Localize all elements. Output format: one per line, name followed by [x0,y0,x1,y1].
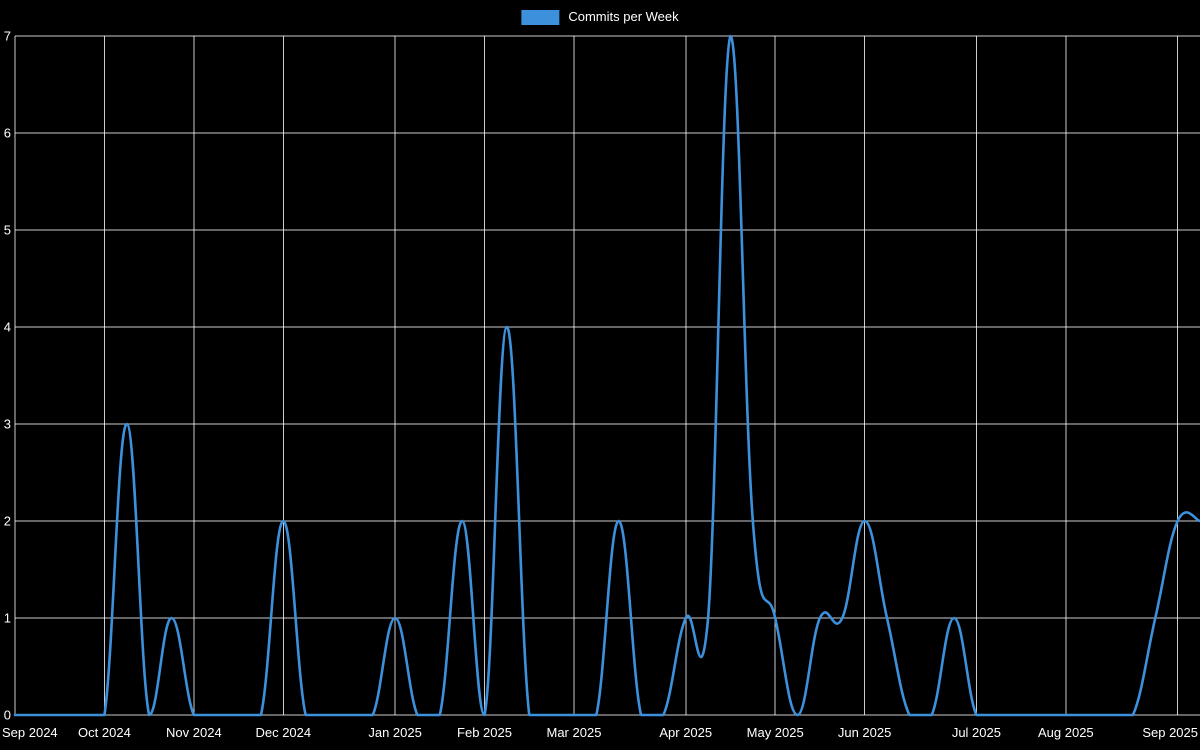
x-axis-tick-label: Jun 2025 [838,725,892,740]
x-axis-tick-label: May 2025 [747,725,804,740]
x-axis-tick-label: Aug 2025 [1038,725,1094,740]
x-axis-tick-label: Dec 2024 [255,725,311,740]
x-axis-tick-label: Sep 2024 [2,725,58,740]
x-axis-tick-label: Nov 2024 [166,725,222,740]
x-axis-tick-label: Sep 2025 [1142,725,1198,740]
y-axis-tick-label: 5 [4,223,11,238]
x-axis-tick-label: Jan 2025 [368,725,422,740]
series-line-commits-per-week [13,34,1200,717]
legend-label: Commits per Week [568,9,679,24]
y-axis-tick-label: 0 [4,708,11,723]
x-axis-tick-label: Mar 2025 [547,725,602,740]
legend-swatch-icon [521,9,560,25]
y-axis-tick-label: 1 [4,611,11,626]
y-axis-tick-label: 2 [4,514,11,529]
x-axis-tick-label: Jul 2025 [952,725,1001,740]
x-axis-tick-label: Oct 2024 [78,725,131,740]
y-axis-tick-label: 3 [4,417,11,432]
y-axis-tick-label: 7 [4,29,11,44]
x-axis-tick-label: Apr 2025 [659,725,712,740]
y-axis-tick-label: 6 [4,126,11,141]
y-axis-tick-label: 4 [4,320,11,335]
chart-legend[interactable]: Commits per Week [521,8,679,26]
x-axis-tick-label: Feb 2025 [457,725,512,740]
